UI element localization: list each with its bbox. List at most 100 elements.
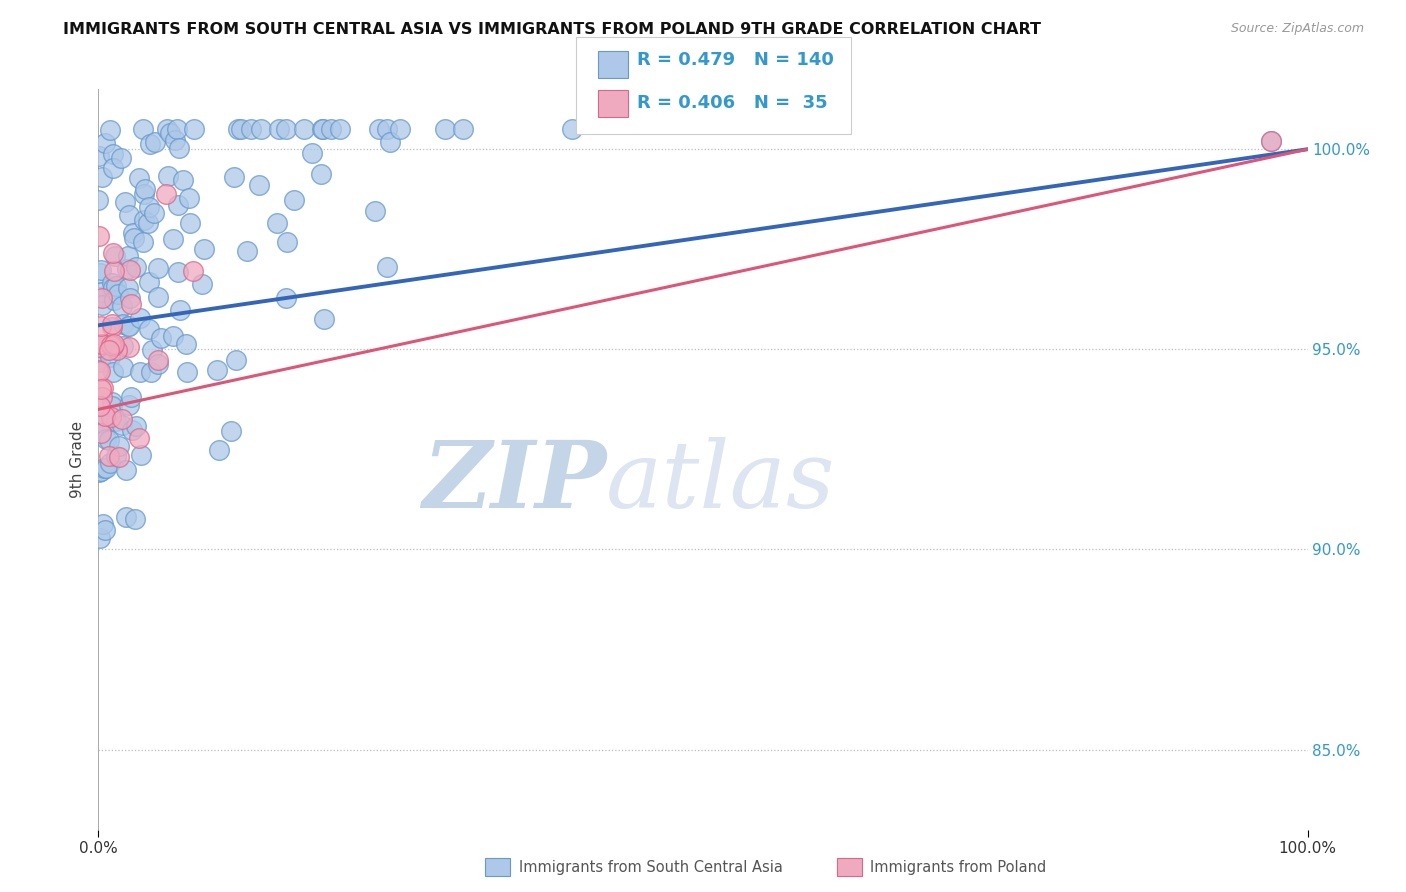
Point bbox=[120, 390, 142, 404]
Point bbox=[311, 122, 333, 136]
Point bbox=[183, 264, 205, 278]
Point bbox=[134, 182, 156, 196]
Point bbox=[172, 173, 194, 187]
Point bbox=[98, 449, 121, 463]
Point bbox=[118, 398, 141, 412]
Point bbox=[87, 340, 110, 354]
Point bbox=[120, 263, 142, 277]
Point bbox=[292, 122, 315, 136]
Point bbox=[274, 122, 297, 136]
Point bbox=[250, 122, 273, 136]
Point bbox=[107, 439, 129, 453]
Point bbox=[146, 261, 169, 276]
Point bbox=[108, 450, 131, 464]
Point bbox=[90, 336, 112, 351]
Point bbox=[145, 135, 167, 149]
Point bbox=[388, 122, 411, 136]
Point bbox=[128, 431, 150, 445]
Point bbox=[122, 227, 145, 241]
Point bbox=[89, 266, 111, 280]
Point bbox=[129, 310, 152, 325]
Point bbox=[159, 126, 181, 140]
Point bbox=[89, 531, 111, 545]
Point bbox=[266, 216, 288, 230]
Point bbox=[375, 260, 398, 274]
Point bbox=[101, 319, 124, 334]
Point bbox=[155, 187, 177, 202]
Point bbox=[89, 363, 111, 377]
Point bbox=[167, 265, 190, 279]
Point bbox=[451, 122, 474, 136]
Point bbox=[132, 122, 155, 136]
Point bbox=[121, 423, 143, 437]
Point bbox=[166, 122, 188, 136]
Point bbox=[87, 339, 110, 353]
Point bbox=[156, 122, 179, 136]
Point bbox=[101, 399, 124, 413]
Point bbox=[176, 365, 198, 379]
Point bbox=[375, 122, 398, 136]
Text: ZIP: ZIP bbox=[422, 436, 606, 526]
Point bbox=[115, 262, 138, 277]
Point bbox=[90, 426, 112, 441]
Point bbox=[103, 293, 125, 307]
Point bbox=[138, 322, 160, 336]
Point bbox=[111, 418, 134, 433]
Point bbox=[236, 244, 259, 259]
Point bbox=[367, 122, 389, 136]
Point bbox=[114, 194, 136, 209]
Text: Immigrants from South Central Asia: Immigrants from South Central Asia bbox=[519, 860, 783, 874]
Point bbox=[148, 357, 170, 371]
Point bbox=[111, 299, 134, 313]
Point bbox=[118, 208, 141, 222]
Point bbox=[276, 235, 298, 249]
Point bbox=[89, 354, 111, 368]
Point bbox=[96, 460, 118, 475]
Point bbox=[122, 231, 145, 245]
Point bbox=[139, 137, 162, 152]
Point bbox=[101, 276, 124, 290]
Point bbox=[321, 122, 343, 136]
Point bbox=[128, 170, 150, 185]
Point bbox=[94, 433, 117, 447]
Point bbox=[90, 382, 112, 396]
Text: R = 0.479   N = 140: R = 0.479 N = 140 bbox=[637, 51, 834, 69]
Point bbox=[274, 291, 297, 305]
Point bbox=[146, 353, 169, 368]
Point bbox=[90, 319, 112, 334]
Point bbox=[87, 193, 110, 207]
Point bbox=[283, 193, 305, 207]
Point bbox=[179, 191, 201, 205]
Point bbox=[97, 343, 120, 357]
Point bbox=[101, 365, 124, 379]
Point bbox=[98, 350, 121, 364]
Point bbox=[378, 136, 401, 150]
Point bbox=[105, 449, 128, 463]
Point bbox=[134, 213, 156, 227]
Point bbox=[269, 122, 291, 136]
Point bbox=[104, 279, 127, 293]
Point bbox=[117, 281, 139, 295]
Point bbox=[94, 343, 117, 357]
Point bbox=[112, 317, 135, 331]
Point bbox=[93, 337, 115, 351]
Point bbox=[100, 317, 122, 331]
Point bbox=[312, 312, 335, 326]
Point bbox=[433, 122, 456, 136]
Point bbox=[329, 122, 352, 136]
Point bbox=[101, 161, 124, 176]
Text: Source: ZipAtlas.com: Source: ZipAtlas.com bbox=[1230, 22, 1364, 36]
Point bbox=[91, 170, 114, 185]
Point bbox=[239, 122, 262, 136]
Point bbox=[114, 463, 136, 477]
Point bbox=[132, 187, 155, 202]
Point bbox=[89, 399, 111, 413]
Point bbox=[104, 414, 127, 428]
Point bbox=[363, 204, 385, 219]
Point bbox=[94, 136, 117, 150]
Point bbox=[98, 433, 121, 447]
Point bbox=[143, 205, 166, 219]
Point bbox=[101, 339, 124, 353]
Point bbox=[105, 343, 128, 358]
Point bbox=[90, 263, 112, 277]
